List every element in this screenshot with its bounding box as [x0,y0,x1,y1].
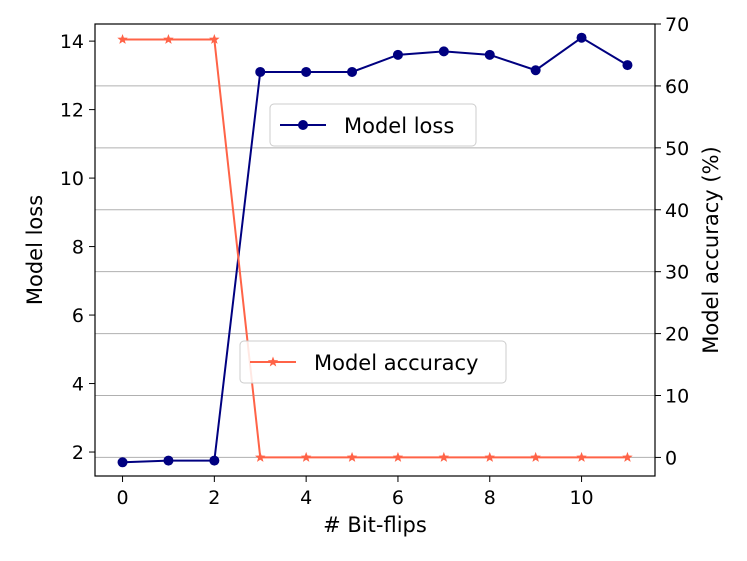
grid-lines [95,23,655,458]
x-tick-label: 8 [484,487,496,509]
data-point-model-accuracy [622,451,633,462]
left-y-tick-label: 8 [72,237,84,259]
data-point-model-loss [163,455,174,466]
right-y-axis-label: Model accuracy (%) [699,146,723,354]
left-y-tick-label: 10 [60,168,84,190]
legend-model-accuracy: Model accuracy [239,340,507,384]
data-point-model-accuracy [255,451,266,462]
data-point-model-accuracy [438,451,450,462]
x-tick-label: 4 [300,487,312,509]
series-lines [117,32,633,468]
left-y-tick-label: 14 [60,31,84,53]
data-point-model-accuracy [346,451,358,462]
left-y-tick-label: 6 [72,305,84,327]
left-y-tick-label: 4 [72,374,84,396]
right-y-tick-label: 30 [665,262,689,284]
right-y-tick-label: 70 [665,14,689,36]
data-point-model-loss [484,49,495,60]
left-y-axis-label: Model loss [23,195,47,305]
data-point-model-accuracy [484,451,495,462]
plot-frame [94,23,656,477]
x-axis-label: # Bit-flips [323,513,427,537]
data-point-model-accuracy [392,451,404,462]
data-point-model-loss [622,60,633,71]
right-y-tick-label: 20 [665,324,689,346]
legend-label-model-loss: Model loss [344,114,454,138]
data-point-model-loss [530,65,541,76]
data-point-model-loss [438,46,449,57]
data-point-model-accuracy [117,33,128,44]
series-line-model-accuracy [122,38,628,459]
data-point-model-accuracy [163,33,174,44]
data-point-model-accuracy [300,451,312,462]
x-tick-label: 0 [116,487,128,509]
right-y-tick-label: 10 [665,386,689,408]
data-point-model-loss [301,66,312,77]
right-y-tick-label: 0 [665,447,677,469]
left-y-axis-ticks: 2 4 6 8 10 12 14 [60,31,95,464]
left-y-tick-label: 12 [60,100,84,122]
data-point-model-loss [576,32,587,43]
legend-circle-marker [298,120,308,130]
right-y-axis-ticks: 0 10 20 30 40 50 60 70 [655,14,689,469]
right-y-tick-label: 40 [665,200,689,222]
legend-star-shape [267,356,279,367]
x-axis-ticks: 0 2 4 6 8 10 [116,476,594,509]
x-tick-label: 2 [208,487,220,509]
legend-model-loss: Model loss [269,103,477,147]
data-point-model-loss [347,66,358,77]
data-point-model-accuracy [576,451,587,462]
data-point-model-accuracy [209,33,220,44]
x-tick-label: 6 [392,487,404,509]
right-y-tick-label: 60 [665,76,689,98]
legend-label-model-accuracy: Model accuracy [314,351,478,375]
right-y-tick-label: 50 [665,138,689,160]
x-tick-label: 10 [569,487,593,509]
data-point-model-loss [117,457,128,468]
data-point-model-loss [392,49,403,60]
data-point-model-accuracy [530,451,541,462]
legend-star-marker [267,356,279,367]
left-y-tick-label: 2 [72,442,84,464]
series-line-model-loss [122,36,628,464]
data-point-model-loss [209,455,220,466]
data-point-model-loss [255,66,266,77]
